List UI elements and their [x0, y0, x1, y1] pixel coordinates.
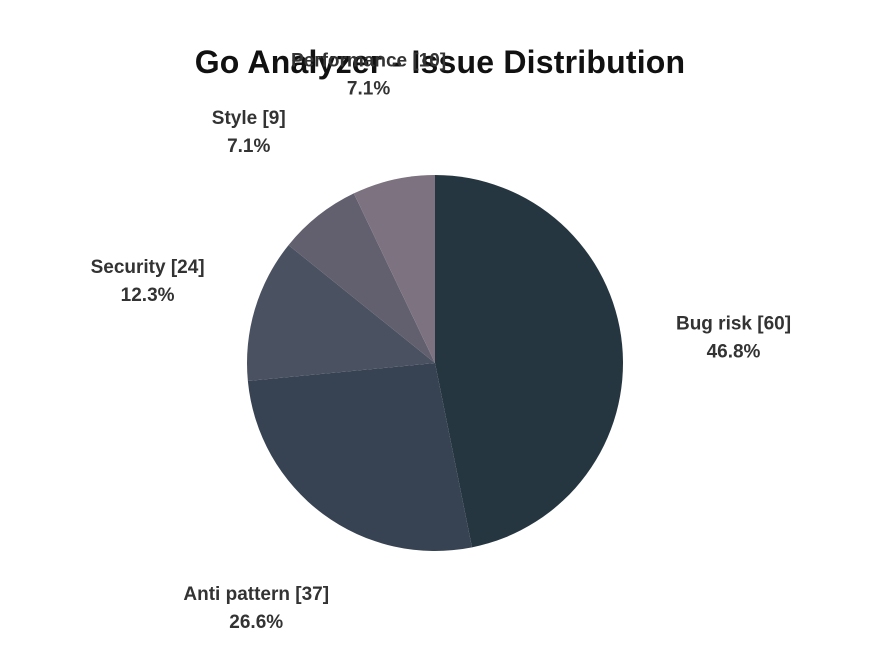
- slice-label-style: Style [9]: [212, 108, 286, 129]
- slice-labels: Bug risk [60] 46.8% Anti pattern [37] 26.6%…: [91, 50, 791, 632]
- pie-slice-security: [247, 245, 435, 382]
- slice-percent-anti-pattern: 26.6%: [229, 612, 283, 633]
- slice-percent-security: 12.3%: [121, 285, 175, 306]
- pie-slices: [247, 175, 623, 551]
- chart-title: Go Analyzer - Issue Distribution: [194, 44, 686, 80]
- slice-label-bug-risk: Bug risk [60]: [676, 313, 791, 334]
- pie-slice-performance: [353, 175, 435, 363]
- pie-slice-style: [288, 193, 435, 363]
- slice-percent-style: 7.1%: [227, 136, 270, 157]
- slice-label-performance: Performance [10]: [291, 50, 446, 71]
- slice-label-anti-pattern: Anti pattern [37]: [183, 584, 329, 605]
- slice-percent-bug-risk: 46.8%: [707, 341, 761, 362]
- slice-label-security: Security [24]: [91, 257, 205, 278]
- pie-slice-anti-pattern: [247, 363, 473, 551]
- pie-slice-bug-risk: [435, 175, 623, 548]
- slice-percent-performance: 7.1%: [347, 78, 390, 99]
